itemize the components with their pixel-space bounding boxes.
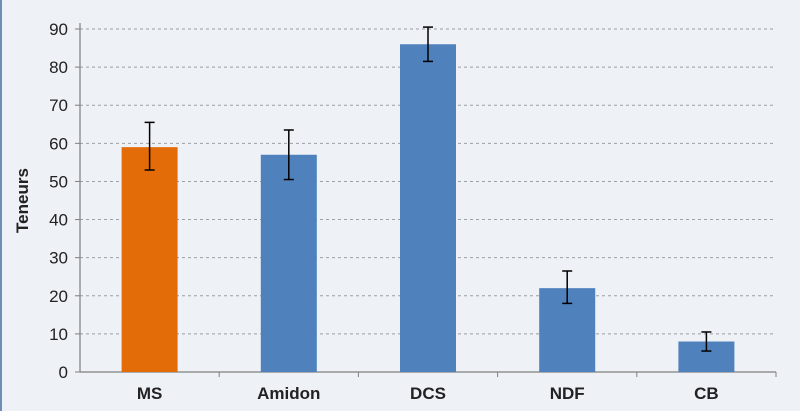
y-tick-label: 0 [59, 363, 68, 382]
y-tick-label: 30 [49, 249, 68, 268]
y-tick-label: 50 [49, 172, 68, 191]
y-tick-label: 90 [49, 20, 68, 39]
y-tick-label: 60 [49, 134, 68, 153]
bar-dcs [400, 44, 456, 372]
bar-amidon [260, 154, 317, 372]
x-tick-label: MS [137, 384, 163, 403]
y-axis-label: Teneurs [13, 168, 32, 233]
bar-ms [121, 147, 178, 372]
y-tick-label: 10 [49, 325, 68, 344]
x-tick-label: CB [694, 384, 719, 403]
left-edge-rule [0, 0, 2, 411]
x-tick-label: Amidon [257, 384, 320, 403]
y-tick-label: 70 [49, 96, 68, 115]
y-tick-label: 20 [49, 287, 68, 306]
y-tick-label: 80 [49, 58, 68, 77]
x-tick-label: DCS [410, 384, 446, 403]
y-tick-label: 40 [49, 211, 68, 230]
x-tick-label: NDF [550, 384, 585, 403]
